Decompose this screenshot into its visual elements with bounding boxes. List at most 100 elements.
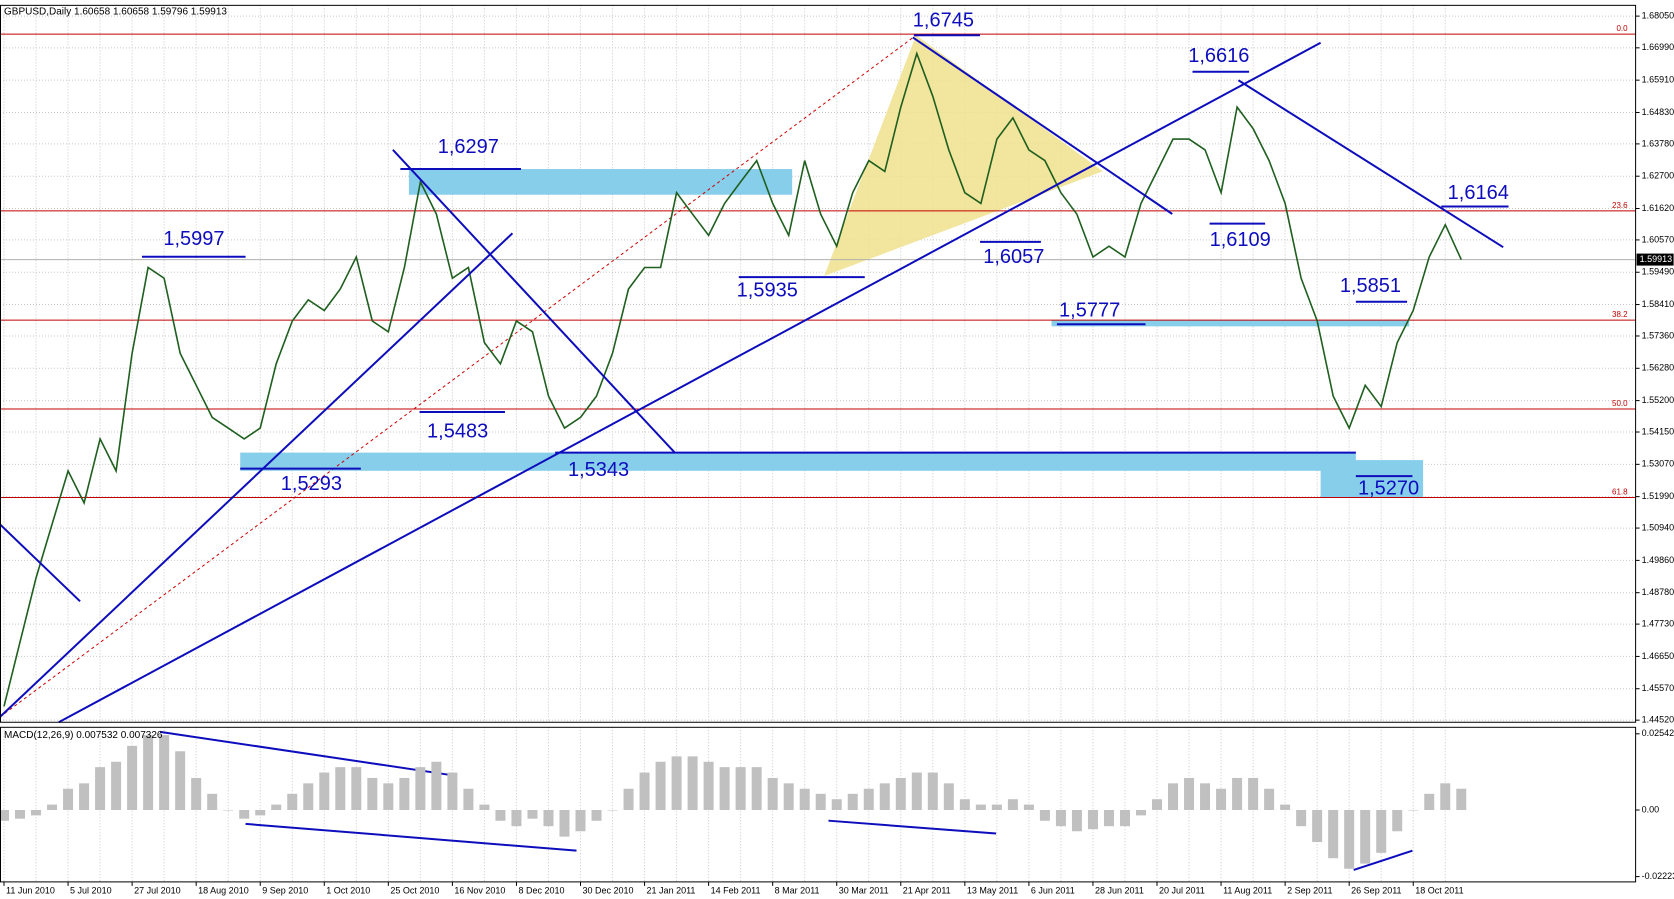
- macd-bar: [447, 772, 458, 810]
- x-tick-label: 16 Nov 2010: [454, 885, 505, 895]
- macd-bar: [767, 777, 778, 810]
- macd-bar: [95, 767, 106, 810]
- support-zone: [1051, 319, 1410, 327]
- x-tick-label: 14 Feb 2011: [711, 885, 761, 895]
- macd-bar: [607, 809, 618, 811]
- macd-bar: [239, 809, 250, 819]
- macd-bar: [1328, 809, 1339, 859]
- y-tick-label: 1.59490: [1642, 267, 1674, 277]
- x-tick-label: 13 May 2011: [967, 885, 1018, 895]
- macd-bar: [159, 735, 170, 810]
- y-tick-label: 1.46650: [1642, 651, 1674, 661]
- macd-bar: [1039, 809, 1050, 821]
- trend-line: [159, 730, 449, 776]
- price-annotation: 1,6057: [983, 246, 1044, 268]
- macd-bar: [15, 809, 26, 819]
- macd-bar: [415, 767, 426, 810]
- x-tick-label: 25 Oct 2010: [390, 885, 439, 895]
- trend-line: [828, 819, 997, 835]
- trend-line: [1353, 849, 1413, 871]
- y-tick-label: 1.45570: [1642, 683, 1674, 693]
- macd-bar: [527, 809, 538, 819]
- macd-bar: [1135, 809, 1146, 816]
- macd-bar: [351, 767, 362, 810]
- y-tick-label: 1.62700: [1642, 171, 1674, 181]
- y-tick-label: 1.50940: [1642, 522, 1674, 532]
- macd-bar: [1119, 809, 1130, 827]
- macd-bar: [1168, 783, 1179, 810]
- macd-bar: [1087, 809, 1098, 830]
- price-annotation: 1,6109: [1210, 229, 1271, 251]
- x-tick-label: 5 Jul 2010: [70, 885, 112, 895]
- price-annotation: 1,5483: [427, 421, 488, 443]
- macd-bar: [1103, 809, 1114, 827]
- x-tick-label: 6 Jun 2011: [1031, 885, 1075, 895]
- y-tick-label: 0.025426: [1642, 728, 1674, 738]
- trend-line: [392, 149, 676, 454]
- macd-bar: [1071, 809, 1082, 832]
- price-annotation: 1,6745: [913, 10, 974, 32]
- y-tick-label: 1.44520: [1642, 715, 1674, 725]
- y-tick-label: -0.02223: [1642, 871, 1674, 881]
- macd-bar: [1007, 799, 1018, 810]
- y-tick-label: 1.51990: [1642, 491, 1674, 501]
- macd-bar: [207, 793, 218, 810]
- fib-label: 23.6: [1612, 201, 1628, 210]
- macd-bar: [1440, 783, 1451, 810]
- x-tick-label: 30 Dec 2010: [583, 885, 634, 895]
- macd-bar: [1232, 777, 1243, 810]
- macd-bar: [223, 809, 234, 811]
- macd-panel-frame: [0, 726, 1637, 883]
- trend-line: [58, 41, 1322, 724]
- macd-bar: [79, 783, 90, 810]
- y-tick-label: 0.00: [1642, 804, 1660, 814]
- price-annotation: 1,6297: [438, 136, 499, 158]
- macd-bar: [895, 777, 906, 810]
- macd-bar: [687, 756, 698, 810]
- price-annotation: 1,5777: [1059, 300, 1120, 322]
- macd-bar: [927, 772, 938, 810]
- macd-bar: [783, 783, 794, 810]
- macd-bar: [31, 809, 42, 816]
- y-tick-label: 1.57360: [1642, 330, 1674, 340]
- macd-bar: [47, 804, 58, 810]
- macd-bar: [303, 783, 314, 810]
- support-zone: [240, 452, 1356, 471]
- x-tick-label: 20 Jul 2011: [1159, 885, 1205, 895]
- support-zone: [1320, 460, 1424, 498]
- macd-bar: [319, 772, 330, 810]
- macd-bar: [847, 793, 858, 810]
- macd-bar: [431, 761, 442, 810]
- x-tick-label: 21 Apr 2011: [903, 885, 951, 895]
- macd-bar: [1408, 809, 1419, 811]
- y-tick-label: 1.47730: [1642, 618, 1674, 628]
- y-tick-label: 1.60570: [1642, 234, 1674, 244]
- macd-bar: [1264, 788, 1275, 810]
- fib-label: 38.2: [1612, 310, 1628, 319]
- macd-bar: [1184, 777, 1195, 810]
- y-tick-label: 1.49860: [1642, 555, 1674, 565]
- y-tick-label: 1.63780: [1642, 138, 1674, 148]
- macd-bar: [143, 735, 154, 810]
- price-annotation: 1,5851: [1340, 275, 1401, 297]
- x-tick-label: 8 Dec 2010: [518, 885, 564, 895]
- macd-bar: [127, 745, 138, 810]
- fib-label: 61.8: [1612, 488, 1628, 497]
- x-tick-label: 2 Sep 2011: [1287, 885, 1332, 895]
- y-tick-label: 1.61620: [1642, 203, 1674, 213]
- macd-bar: [623, 788, 634, 810]
- macd-bar: [671, 756, 682, 810]
- macd-bar: [751, 767, 762, 810]
- trend-line: [245, 822, 577, 852]
- main-panel-frame: [0, 4, 1637, 723]
- y-tick-label: 1.66990: [1642, 42, 1674, 52]
- macd-bar: [1376, 809, 1387, 853]
- macd-bar: [879, 783, 890, 810]
- x-tick-label: 18 Oct 2011: [1415, 885, 1463, 895]
- macd-bar: [1392, 809, 1403, 832]
- macd-bar: [575, 809, 586, 832]
- trend-line: [912, 36, 1173, 215]
- x-tick-label: 28 Jun 2011: [1095, 885, 1144, 895]
- macd-bar: [0, 809, 9, 821]
